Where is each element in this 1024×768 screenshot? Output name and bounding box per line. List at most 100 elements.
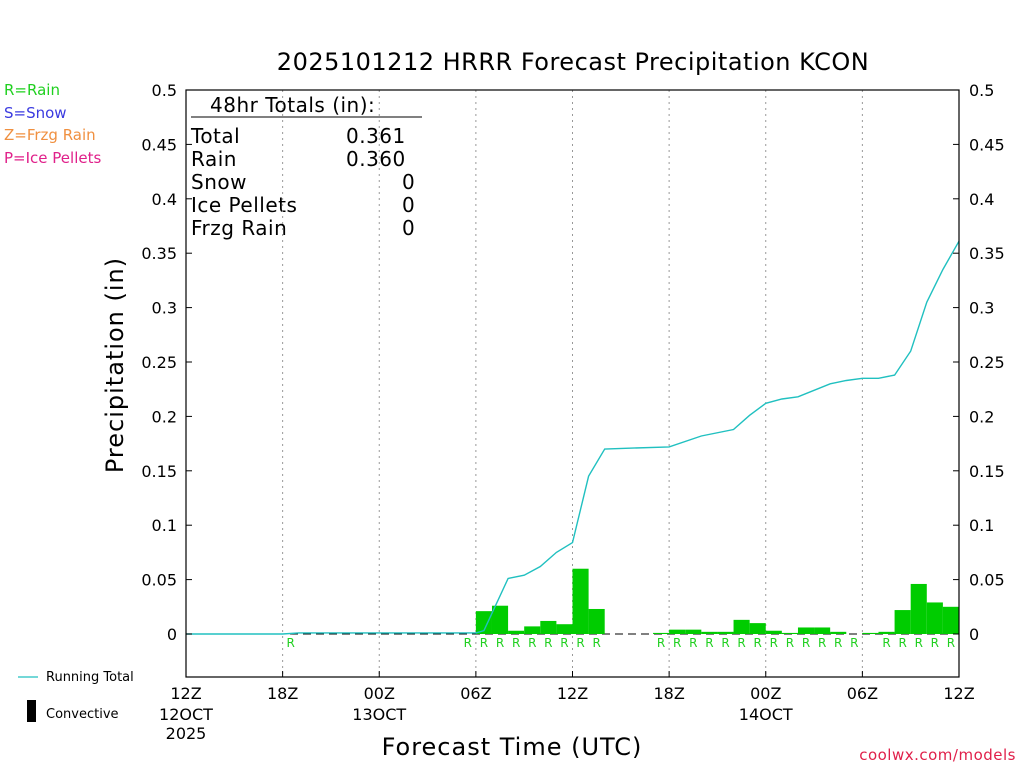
precip-bar-6 (572, 568, 589, 634)
x-axis-label: Forecast Time (UTC) (381, 733, 643, 761)
precip-bar-23 (910, 583, 927, 634)
ptype-marker-8: R (576, 636, 584, 650)
precip-bar-13 (733, 619, 750, 634)
legend-ice-pellets: P=Ice Pellets (4, 149, 102, 167)
ptype-marker-3: R (496, 636, 504, 650)
y-tick-label-left-6: 0.3 (152, 299, 177, 318)
x-tick-date-6: 14OCT (739, 705, 793, 724)
y-tick-label-right-8: 0.4 (969, 190, 994, 209)
precip-bar-19 (830, 631, 847, 634)
x-tick-label-1: 18Z (267, 684, 298, 703)
totals-snow-value: 0 (402, 170, 416, 194)
ptype-marker-22: R (850, 636, 858, 650)
ptype-marker-20: R (818, 636, 826, 650)
y-tick-label-left-0: 0 (167, 625, 177, 644)
ptype-marker-24: R (898, 636, 906, 650)
x-tick-date-2: 13OCT (352, 705, 406, 724)
totals-rain-label: Rain (191, 147, 237, 171)
x-tick-label-4: 12Z (557, 684, 588, 703)
ptype-marker-19: R (802, 636, 810, 650)
y-tick-label-left-2: 0.1 (152, 516, 177, 535)
precip-bar-17 (797, 627, 815, 634)
credit-text: coolwx.com/models (859, 746, 1016, 764)
precip-bar-8 (653, 632, 670, 634)
ptype-marker-9: R (592, 636, 600, 650)
totals-rain-value: 0.360 (346, 147, 406, 171)
totals-total-label: Total (191, 124, 241, 148)
precip-bar-14 (749, 623, 766, 634)
ptype-marker-2: R (480, 636, 488, 650)
ptype-marker-10: R (657, 636, 665, 650)
running-total-line (186, 240, 960, 635)
y-tick-label-left-8: 0.4 (152, 190, 177, 209)
precip-bar-11 (701, 631, 718, 634)
precip-bar-24 (926, 602, 943, 634)
y-tick-label-left-4: 0.2 (152, 407, 177, 426)
convective-key-label: Convective (46, 707, 119, 722)
totals-total-value: 0.361 (346, 124, 406, 148)
y-tick-label-right-0: 0 (969, 625, 979, 644)
x-tick-year-0: 2025 (166, 724, 207, 743)
precip-bar-20 (862, 632, 879, 634)
convective-key-swatch (27, 700, 36, 722)
ptype-marker-7: R (560, 636, 568, 650)
x-tick-label-2: 00Z (364, 684, 395, 703)
x-tick-label-0: 12Z (170, 684, 201, 703)
ptype-marker-4: R (512, 636, 520, 650)
ptype-marker-14: R (721, 636, 729, 650)
ptype-marker-0: R (287, 636, 295, 650)
x-tick-date-0: 12OCT (159, 705, 213, 724)
totals-ice-pellets-label: Ice Pellets (191, 193, 298, 217)
y-tick-label-right-10: 0.5 (969, 81, 994, 100)
ptype-marker-11: R (673, 636, 681, 650)
ptype-marker-13: R (705, 636, 713, 650)
y-tick-label-right-3: 0.15 (969, 462, 1005, 481)
precip-bar-25 (942, 606, 959, 634)
y-tick-label-left-1: 0.05 (141, 571, 177, 590)
y-tick-label-left-5: 0.25 (141, 353, 177, 372)
x-tick-label-5: 18Z (653, 684, 684, 703)
totals-snow-label: Snow (191, 170, 247, 194)
ptype-marker-12: R (689, 636, 697, 650)
precip-bar-3 (524, 626, 541, 634)
precip-bar-4 (540, 620, 557, 634)
y-tick-label-left-9: 0.45 (141, 135, 177, 154)
precip-bar-0 (475, 611, 492, 634)
totals-frzg-rain-label: Frzg Rain (191, 216, 288, 240)
chart-title: 2025101212 HRRR Forecast Precipitation K… (276, 48, 870, 76)
precip-bar-1 (491, 605, 509, 634)
ptype-marker-15: R (737, 636, 745, 650)
y-tick-label-left-3: 0.15 (141, 462, 177, 481)
precip-bar-2 (508, 630, 525, 634)
totals-heading: 48hr Totals (in): (210, 93, 376, 117)
x-tick-label-6: 00Z (750, 684, 781, 703)
precip-bar-10 (685, 629, 702, 634)
precip-bar-18 (814, 627, 831, 634)
ptype-marker-18: R (786, 636, 794, 650)
y-tick-label-left-10: 0.5 (152, 81, 177, 100)
y-tick-label-right-5: 0.25 (969, 353, 1005, 372)
totals-frzg-rain-value: 0 (402, 216, 416, 240)
y-tick-label-right-7: 0.35 (969, 244, 1005, 263)
legend-rain: R=Rain (4, 81, 60, 99)
y-tick-label-right-1: 0.05 (969, 571, 1005, 590)
ptype-marker-17: R (770, 636, 778, 650)
y-tick-label-right-9: 0.45 (969, 135, 1005, 154)
precip-bar-5 (556, 624, 573, 634)
legend-freezing-rain: Z=Frzg Rain (4, 126, 96, 144)
ptype-marker-23: R (882, 636, 890, 650)
precip-bar-9 (669, 629, 686, 634)
ptype-marker-16: R (754, 636, 762, 650)
y-tick-label-right-4: 0.2 (969, 407, 994, 426)
ptype-marker-21: R (834, 636, 842, 650)
ptype-marker-27: R (947, 636, 955, 650)
totals-ice-pellets-value: 0 (402, 193, 416, 217)
ptype-marker-26: R (931, 636, 939, 650)
x-tick-label-8: 12Z (943, 684, 974, 703)
y-tick-label-right-2: 0.1 (969, 516, 994, 535)
running-total-key-label: Running Total (46, 670, 134, 685)
y-tick-label-left-7: 0.35 (141, 244, 177, 263)
precip-bar-7 (588, 608, 605, 634)
ptype-marker-6: R (544, 636, 552, 650)
